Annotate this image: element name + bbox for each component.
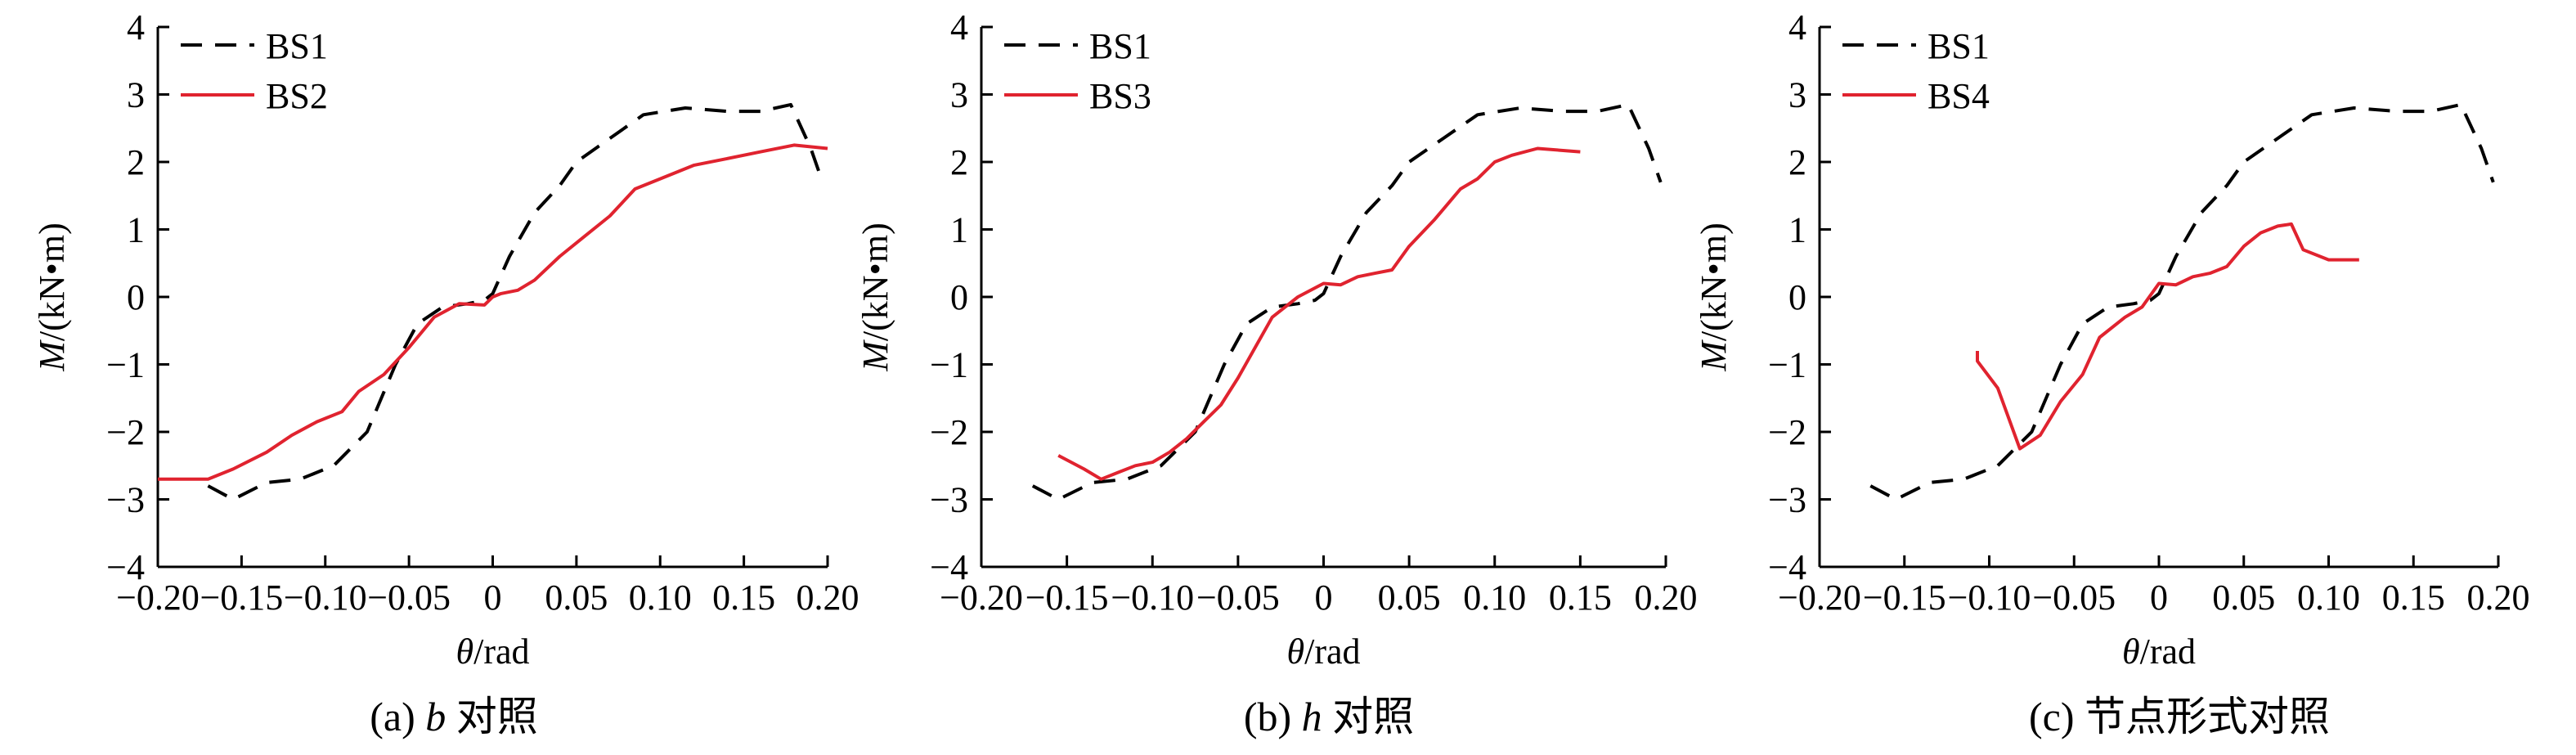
y-tick-label: 1 — [127, 210, 145, 250]
x-tick-label: 0.20 — [1635, 577, 1698, 618]
y-tick-label: −1 — [930, 345, 968, 385]
x-tick-label: 0.15 — [2382, 577, 2445, 618]
chart-panel-2: −4 −3 −2 −1 0 1 2 3 4 −0.20 −0.15 −0.10 −0.05 0 0.05 0.… — [855, 7, 1698, 672]
x-axis-label: θ/rad — [1286, 631, 1360, 672]
x-tick-label: 0.15 — [1549, 577, 1612, 618]
series-line-bs1 — [207, 102, 824, 501]
x-tick-label: 0.20 — [2467, 577, 2530, 618]
x-tick-label: 0.05 — [1378, 577, 1441, 618]
panel-caption: (c) 节点形式对照 — [2029, 694, 2330, 739]
y-tick-label: −1 — [106, 345, 145, 385]
x-tick-label: −0.05 — [367, 577, 451, 618]
y-tick-label: 1 — [1788, 210, 1806, 250]
series-line-bs1 — [1869, 102, 2495, 501]
x-tick-label: −0.05 — [2032, 577, 2116, 618]
panel-caption: (b) h 对照 — [1243, 694, 1415, 739]
x-tick-label: 0.05 — [2212, 577, 2275, 618]
x-tick-label: −0.05 — [1196, 577, 1280, 618]
y-axis-label: M/(kN•m) — [32, 222, 72, 372]
y-tick-label: 3 — [127, 75, 145, 115]
x-tick-label: −0.15 — [1025, 577, 1109, 618]
y-tick-label: 2 — [950, 142, 968, 182]
chart-panel-3: −4 −3 −2 −1 0 1 2 3 4 −0.20 −0.15 −0.10 −0.05 0 0.05 0.… — [1694, 7, 2530, 672]
x-tick-label: 0.15 — [712, 577, 775, 618]
y-tick-label: 0 — [950, 277, 968, 317]
y-tick-label: 4 — [127, 7, 145, 47]
y-tick-label: −2 — [106, 412, 145, 452]
legend-label: BS1 — [266, 26, 328, 66]
x-tick-label: 0.05 — [545, 577, 608, 618]
x-tick-label: 0 — [2150, 577, 2168, 618]
legend-label: BS4 — [1928, 76, 1990, 116]
x-tick-label: −0.10 — [284, 577, 367, 618]
series-line-bs3 — [1057, 146, 1581, 481]
y-tick-label: −4 — [106, 547, 145, 587]
x-tick-label: 0.10 — [1463, 577, 1526, 618]
x-tick-label: 0.10 — [629, 577, 692, 618]
y-tick-label: 0 — [1788, 277, 1806, 317]
y-tick-label: 1 — [950, 210, 968, 250]
y-axis-label: M/(kN•m) — [1694, 222, 1734, 372]
y-tick-label: 0 — [127, 277, 145, 317]
legend-label: BS2 — [266, 76, 328, 116]
x-tick-label: −0.10 — [1111, 577, 1194, 618]
series-line-bs2 — [158, 143, 828, 481]
x-tick-label: 0.10 — [2297, 577, 2360, 618]
y-tick-label: 4 — [950, 7, 968, 47]
y-axis-label: M/(kN•m) — [855, 222, 895, 372]
series-line-bs4 — [1976, 222, 2359, 451]
y-tick-label: 2 — [1788, 142, 1806, 182]
y-tick-label: −4 — [1768, 547, 1806, 587]
legend-label: BS1 — [1089, 26, 1151, 66]
x-tick-label: −0.10 — [1948, 577, 2031, 618]
y-tick-label: 3 — [950, 75, 968, 115]
x-axis-label: θ/rad — [456, 631, 529, 672]
x-tick-label: −0.20 — [940, 577, 1023, 618]
y-tick-label: 3 — [1788, 75, 1806, 115]
series-line-bs1 — [1031, 102, 1663, 501]
y-tick-label: −3 — [930, 480, 968, 520]
panel-caption: (a) b 对照 — [370, 694, 538, 739]
y-tick-label: −3 — [106, 480, 145, 520]
y-tick-label: 4 — [1788, 7, 1806, 47]
y-tick-label: −4 — [930, 547, 968, 587]
x-axis-label: θ/rad — [2122, 631, 2196, 672]
y-tick-label: −3 — [1768, 480, 1806, 520]
x-tick-label: 0 — [1315, 577, 1333, 618]
x-tick-label: −0.20 — [1778, 577, 1861, 618]
x-tick-label: 0 — [484, 577, 502, 618]
y-tick-label: 2 — [127, 142, 145, 182]
legend-label: BS1 — [1928, 26, 1990, 66]
y-tick-label: −2 — [930, 412, 968, 452]
y-tick-label: −1 — [1768, 345, 1806, 385]
x-tick-label: −0.15 — [200, 577, 283, 618]
x-tick-label: 0.20 — [797, 577, 859, 618]
x-tick-label: −0.15 — [1863, 577, 1946, 618]
legend-label: BS3 — [1089, 76, 1151, 116]
y-tick-label: −2 — [1768, 412, 1806, 452]
x-tick-label: −0.20 — [116, 577, 200, 618]
chart-panel-1: −4 −3 −2 −1 0 1 2 3 4 −0.20 −0.15 −0.10 −0.05 0 0.05 0.… — [32, 7, 859, 672]
